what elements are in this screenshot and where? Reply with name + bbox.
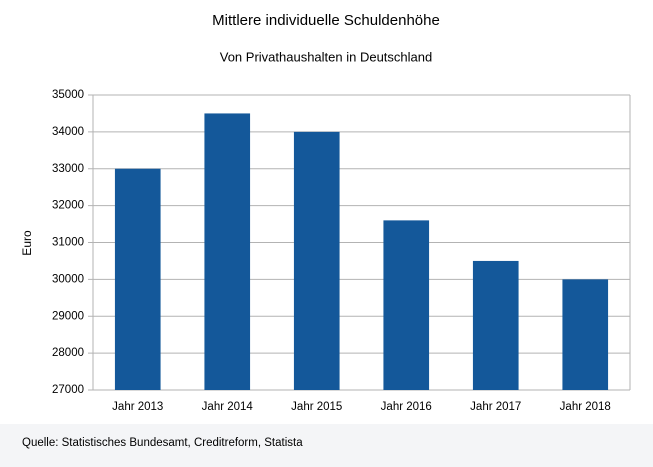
source-note: Quelle: Statistisches Bundesamt, Creditr…	[22, 437, 303, 449]
bar	[472, 260, 519, 390]
chart-title: Mittlere individuelle Schuldenhöhe	[212, 12, 440, 29]
y-tick-label: 33000	[52, 163, 84, 175]
footer-background	[0, 424, 653, 467]
y-axis-label: Euro	[20, 230, 34, 256]
y-tick-label: 35000	[52, 89, 84, 101]
y-tick-label: 31000	[52, 237, 84, 249]
x-tick-label: Jahr 2017	[470, 401, 521, 413]
bar	[293, 131, 340, 390]
bar	[562, 279, 609, 390]
bar	[204, 113, 251, 390]
y-tick-label: 29000	[52, 310, 84, 322]
y-tick-label: 32000	[52, 200, 84, 212]
y-tick-label: 34000	[52, 126, 84, 138]
x-tick-label: Jahr 2018	[560, 401, 611, 413]
bar	[114, 168, 161, 390]
chart-subtitle: Von Privathaushalten in Deutschland	[220, 49, 432, 64]
x-tick-label: Jahr 2014	[202, 401, 254, 413]
y-tick-label: 27000	[52, 384, 84, 396]
y-tick-label: 28000	[52, 347, 84, 359]
bar	[383, 220, 430, 390]
y-tick-label: 30000	[52, 273, 84, 285]
x-tick-label: Jahr 2016	[381, 401, 432, 413]
x-tick-label: Jahr 2015	[291, 401, 342, 413]
x-tick-label: Jahr 2013	[112, 401, 163, 413]
